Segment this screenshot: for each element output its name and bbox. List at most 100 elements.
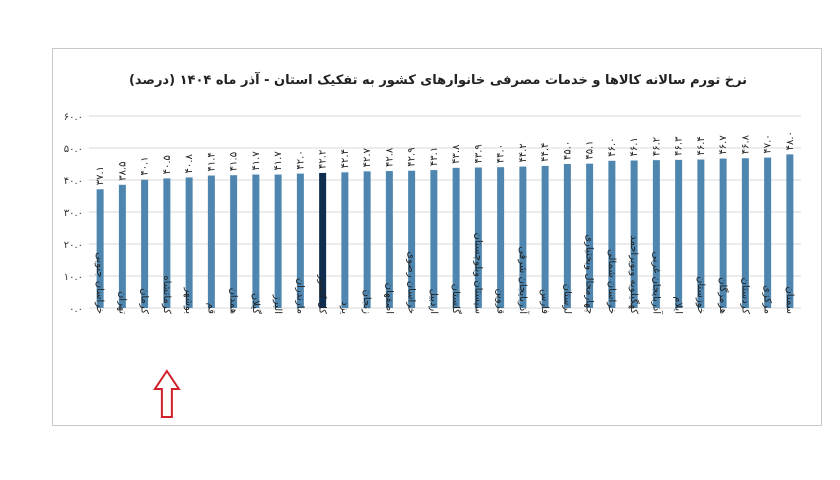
- bar-value-label: ۴۳.۹: [473, 144, 484, 163]
- bar: [764, 157, 772, 308]
- bar-value-label: ۴۴.۰: [496, 144, 507, 163]
- x-tick-label: هرمزگان: [717, 277, 729, 314]
- bar-value-label: ۴۴.۴: [540, 143, 551, 162]
- bar: [519, 166, 527, 308]
- x-tick-label: تهران: [116, 291, 127, 314]
- y-tick-label: ۲۰.۰: [64, 240, 83, 251]
- bar-value-label: ۴۶.۷: [718, 135, 729, 155]
- bar-value-label: ۴۶.۸: [740, 134, 751, 154]
- bar-value-label: ۴۳.۱: [429, 147, 440, 166]
- bar: [163, 178, 171, 308]
- x-tick-label: همدان: [228, 288, 239, 314]
- x-tick-label: چهارمحال وبختیاری: [584, 234, 595, 314]
- bar: [118, 184, 126, 308]
- x-tick-label: زنجان: [361, 290, 372, 315]
- bar: [408, 170, 416, 308]
- bar: [630, 160, 638, 308]
- bar-value-label: ۴۲.۸: [384, 147, 395, 167]
- y-tick-label: ۶۰.۰: [64, 112, 83, 123]
- bar: [697, 159, 705, 308]
- x-tick-label: مرکزی: [762, 285, 773, 314]
- x-tick-label: مازندران: [294, 278, 305, 314]
- x-tick-label: لرستان: [561, 284, 572, 314]
- bar: [452, 167, 460, 308]
- x-tick-label: اصفهان: [383, 283, 394, 314]
- bar: [786, 154, 794, 308]
- x-tick-label: گیلان: [250, 293, 262, 314]
- x-tick-label: کرمانشاه: [161, 275, 172, 314]
- x-tick-label: اردبیل: [428, 289, 439, 314]
- bar: [586, 163, 594, 308]
- bar-value-label: ۴۸.۰: [785, 131, 796, 150]
- x-tick-label: قزوین: [495, 288, 506, 314]
- bar: [207, 175, 215, 308]
- bar-value-label: ۴۰.۸: [184, 154, 195, 174]
- x-tick-label: خراسان شمالی: [606, 249, 617, 314]
- bar-value-label: ۴۲.۷: [362, 147, 373, 167]
- y-tick-label: ۰.۰: [69, 304, 83, 315]
- x-tick-label: قم: [205, 303, 216, 315]
- x-tick-label: کهگیلویه وبویراحمد: [628, 235, 640, 314]
- y-tick-label: ۱۰.۰: [64, 272, 83, 283]
- x-tick-label: سمنان: [784, 286, 795, 314]
- x-tick-label: فارس: [539, 289, 550, 314]
- bar-value-label: ۴۶.۳: [674, 136, 685, 156]
- bar: [719, 158, 727, 308]
- x-tick-label: بوشهر: [183, 287, 194, 314]
- bar-value-label: ۴۲.۴: [340, 149, 351, 168]
- bar: [608, 160, 616, 308]
- x-tick-label: آذربایجان غربی: [650, 251, 663, 315]
- bar-value-label: ۳۷.۱: [95, 166, 106, 185]
- bar-value-label: ۴۱.۷: [273, 151, 284, 171]
- bar-value-label: ۴۶.۲: [651, 137, 662, 156]
- bar: [363, 171, 371, 308]
- y-tick-label: ۵۰.۰: [64, 144, 83, 155]
- x-tick-label: البرز: [272, 294, 283, 314]
- bar: [274, 174, 282, 308]
- bar-value-label: ۴۵.۰: [562, 141, 573, 160]
- bar: [541, 165, 549, 308]
- y-tick-label: ۴۰.۰: [64, 176, 83, 187]
- bar: [385, 171, 393, 308]
- x-tick-label: یزد: [339, 301, 350, 314]
- x-tick-label: کل کشور: [317, 274, 328, 314]
- bar: [296, 173, 304, 308]
- x-tick-label: ایلام: [673, 296, 684, 314]
- x-tick-label: گلستان: [450, 284, 462, 315]
- annotation-arrow-icon: [153, 369, 181, 418]
- bar: [96, 189, 104, 308]
- bar: [252, 174, 260, 308]
- bar: [319, 172, 327, 308]
- bar: [741, 158, 749, 308]
- bar-value-label: ۴۷.۰: [763, 134, 774, 153]
- bar: [185, 177, 193, 308]
- bar-value-label: ۴۳.۸: [451, 144, 462, 164]
- bar-value-label: ۴۱.۴: [206, 152, 217, 171]
- bar-value-label: ۴۱.۵: [229, 152, 240, 171]
- bar: [652, 160, 660, 308]
- bar-value-label: ۴۴.۲: [518, 143, 529, 162]
- x-tick-label: کرمان: [139, 288, 150, 314]
- bar-value-label: ۴۲.۹: [407, 147, 418, 166]
- bar-value-label: ۳۸.۵: [117, 162, 128, 181]
- x-tick-label: کردستان: [739, 277, 750, 314]
- bar-value-label: ۴۲.۰: [295, 150, 306, 169]
- chart-title: نرخ تورم سالانه کالاها و خدمات مصرفی خان…: [128, 73, 748, 88]
- x-tick-label: خراسان جنوبی: [94, 252, 105, 314]
- y-tick-label: ۳۰.۰: [64, 208, 83, 219]
- bar: [675, 159, 683, 308]
- bar: [430, 170, 438, 308]
- bar-value-label: ۴۶.۰: [607, 138, 618, 157]
- bar-value-label: ۴۰.۵: [162, 155, 173, 174]
- bar-value-label: ۴۱.۷: [251, 151, 262, 171]
- x-tick-label: خوزستان: [695, 276, 706, 314]
- bar: [341, 172, 349, 308]
- bar: [141, 179, 149, 308]
- x-tick-label: خراسان رضوی: [406, 251, 417, 314]
- x-tick-label: آذربایجان شرقی: [517, 246, 530, 315]
- chart-frame: نرخ تورم سالانه کالاها و خدمات مصرفی خان…: [52, 48, 822, 426]
- bar-value-label: ۴۵.۱: [585, 140, 596, 159]
- bar-value-label: ۴۶.۴: [696, 136, 707, 155]
- bar: [563, 164, 571, 308]
- bar-value-label: ۴۲.۲: [318, 150, 329, 169]
